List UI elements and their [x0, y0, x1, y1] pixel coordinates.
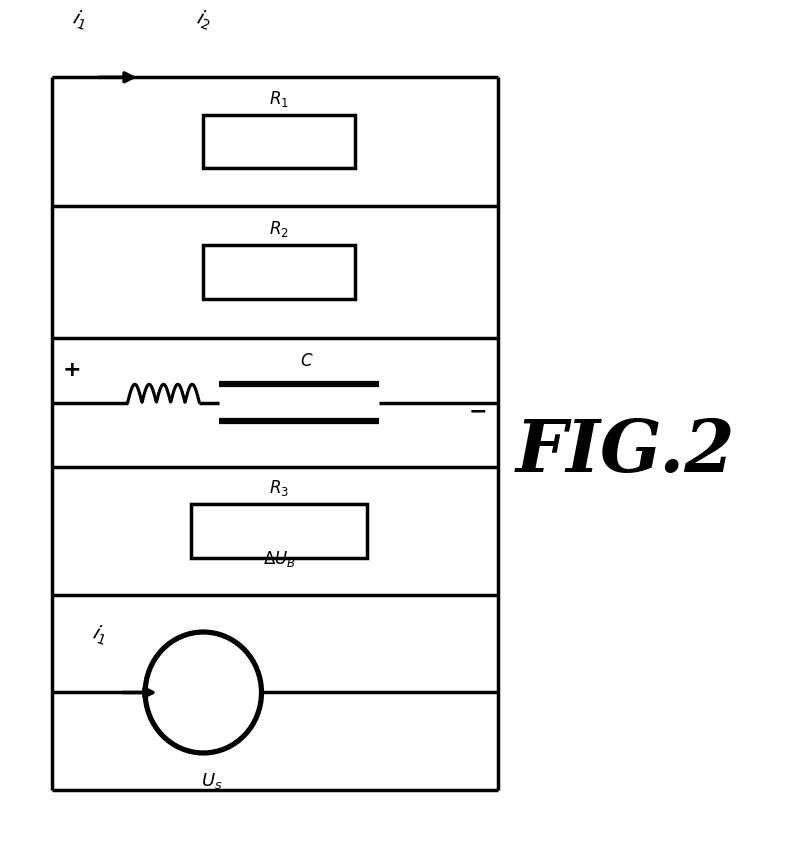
Bar: [204, 116, 355, 170]
Text: $i_2$: $i_2$: [192, 7, 214, 32]
Text: $C$: $C$: [300, 352, 314, 370]
Text: $U_s$: $U_s$: [200, 769, 222, 790]
Text: FIG.2: FIG.2: [516, 415, 735, 486]
Bar: [204, 246, 355, 300]
Text: $\Delta U_B$: $\Delta U_B$: [262, 548, 295, 567]
Text: $i_1$: $i_1$: [89, 621, 110, 648]
Text: $R_2$: $R_2$: [269, 219, 289, 239]
Text: +: +: [63, 360, 81, 380]
Bar: [192, 504, 366, 558]
Text: −: −: [469, 401, 488, 421]
Text: $R_3$: $R_3$: [269, 478, 289, 498]
Text: $i_1$: $i_1$: [69, 7, 91, 32]
Text: $R_1$: $R_1$: [269, 89, 289, 109]
